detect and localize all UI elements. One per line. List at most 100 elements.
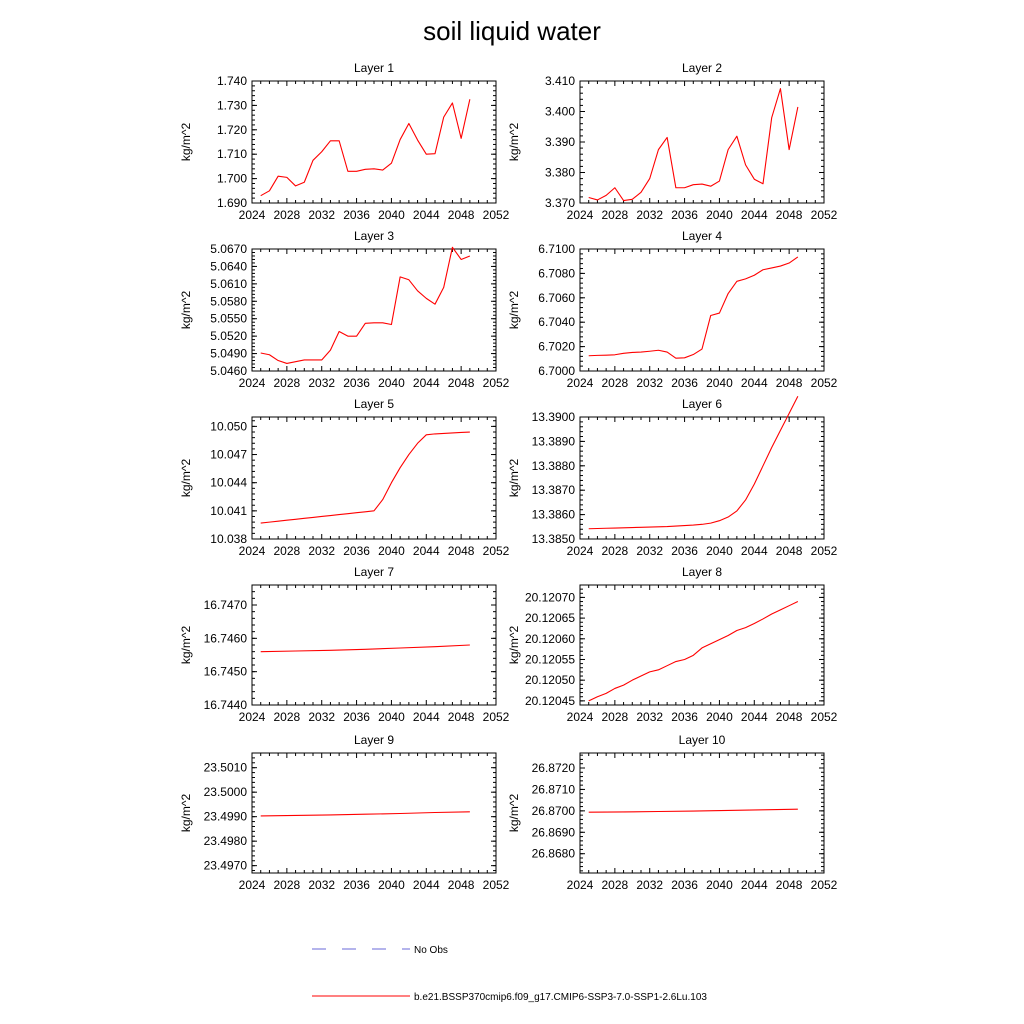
y-tick-label: 1.710 <box>217 147 247 161</box>
panel-title: Layer 9 <box>354 733 394 747</box>
y-tick-label: 10.038 <box>210 532 247 546</box>
chart-panel-layer-3: Layer 3 2024 2028 2032 2036 2040 2044 2048 2052 5… <box>179 229 510 390</box>
x-tick-label: 2024 <box>567 376 594 390</box>
y-axis-label: kg/m^2 <box>179 123 193 162</box>
y-tick-label: 5.0580 <box>210 294 247 308</box>
series-line <box>260 246 471 365</box>
x-tick-label: 2040 <box>378 710 405 724</box>
y-axis-label: kg/m^2 <box>179 459 193 498</box>
x-tick-label: 2032 <box>636 878 663 892</box>
plot-frame <box>579 752 825 874</box>
y-tick-label: 20.12065 <box>525 611 575 625</box>
panels-grid: Layer 1 2024 2028 2032 2036 2040 2044 2048 2052 1… <box>179 61 838 892</box>
x-tick-label: 2044 <box>741 376 768 390</box>
x-tick-label: 2044 <box>413 208 440 222</box>
y-tick-label: 3.410 <box>545 74 575 88</box>
x-tick-label: 2036 <box>671 376 698 390</box>
x-tick-label: 2044 <box>741 544 768 558</box>
series-line <box>588 601 799 702</box>
panel-title: Layer 5 <box>354 397 394 411</box>
chart-panel-layer-2: Layer 2 2024 2028 2032 2036 2040 2044 2048 2052 3… <box>507 61 838 222</box>
chart-panel-layer-8: Layer 8 2024 2028 2032 2036 2040 2044 2048 2052 2… <box>507 565 838 724</box>
panel-title: Layer 2 <box>682 61 722 75</box>
chart-panel-layer-6: Layer 6 2024 2028 2032 2036 2040 2044 2048 2052 1… <box>507 396 838 558</box>
x-tick-label: 2040 <box>378 878 405 892</box>
panel-title: Layer 1 <box>354 61 394 75</box>
x-tick-label: 2028 <box>274 376 301 390</box>
y-tick-label: 16.7440 <box>204 698 248 712</box>
x-tick-label: 2024 <box>567 208 594 222</box>
y-axis-label: kg/m^2 <box>507 794 521 833</box>
y-axis-label: kg/m^2 <box>507 123 521 162</box>
series-line <box>588 808 798 813</box>
y-tick-label: 6.7020 <box>538 340 575 354</box>
chart-panel-layer-7: Layer 7 2024 2028 2032 2036 2040 2044 2048 2052 1… <box>179 565 510 724</box>
plot-frame <box>251 752 497 874</box>
x-tick-label: 2052 <box>811 208 838 222</box>
x-tick-label: 2040 <box>378 544 405 558</box>
y-tick-label: 26.8680 <box>532 847 576 861</box>
panel-title: Layer 10 <box>679 733 726 747</box>
y-tick-label: 6.7080 <box>538 266 575 280</box>
series-line <box>260 99 471 197</box>
legend-obs-label: No Obs <box>414 945 448 956</box>
plot-frame <box>579 248 825 372</box>
x-tick-label: 2048 <box>776 710 803 724</box>
x-tick-label: 2048 <box>448 710 475 724</box>
x-tick-label: 2032 <box>308 710 335 724</box>
x-tick-label: 2028 <box>602 878 629 892</box>
x-tick-label: 2040 <box>706 376 733 390</box>
y-tick-label: 23.5010 <box>204 761 248 775</box>
chart-panel-layer-4: Layer 4 2024 2028 2032 2036 2040 2044 2048 2052 6… <box>507 229 838 390</box>
plot-frame <box>579 416 825 540</box>
x-tick-label: 2036 <box>343 544 370 558</box>
panel-title: Layer 7 <box>354 565 394 579</box>
chart-panel-layer-5: Layer 5 2024 2028 2032 2036 2040 2044 2048 2052 1… <box>179 397 510 558</box>
x-tick-label: 2052 <box>811 878 838 892</box>
y-tick-label: 5.0460 <box>210 364 247 378</box>
chart-panel-layer-1: Layer 1 2024 2028 2032 2036 2040 2044 2048 2052 1… <box>179 61 510 222</box>
x-tick-label: 2036 <box>343 208 370 222</box>
x-tick-label: 2028 <box>602 376 629 390</box>
x-tick-label: 2032 <box>308 878 335 892</box>
y-tick-label: 6.7040 <box>538 315 575 329</box>
y-tick-label: 5.0610 <box>210 277 247 291</box>
y-tick-label: 26.8710 <box>532 782 576 796</box>
plot-frame <box>579 80 825 204</box>
y-tick-label: 10.041 <box>210 504 247 518</box>
y-tick-label: 1.700 <box>217 172 247 186</box>
series-line <box>588 396 799 530</box>
x-tick-label: 2044 <box>741 208 768 222</box>
panel-title: Layer 6 <box>682 397 722 411</box>
x-tick-label: 2028 <box>602 208 629 222</box>
series-line <box>588 88 799 202</box>
x-tick-label: 2040 <box>706 878 733 892</box>
x-tick-label: 2032 <box>308 544 335 558</box>
y-tick-label: 26.8690 <box>532 825 576 839</box>
x-tick-label: 2040 <box>706 208 733 222</box>
y-tick-label: 1.690 <box>217 196 247 210</box>
series-line <box>260 431 470 524</box>
x-tick-label: 2048 <box>448 544 475 558</box>
x-tick-label: 2044 <box>413 544 440 558</box>
y-tick-label: 3.400 <box>545 105 575 119</box>
y-tick-label: 20.12055 <box>525 652 575 666</box>
x-tick-label: 2052 <box>483 376 510 390</box>
panel-title: Layer 3 <box>354 229 394 243</box>
y-tick-label: 13.3880 <box>532 459 576 473</box>
plot-frame <box>251 248 497 372</box>
x-tick-label: 2040 <box>706 544 733 558</box>
x-tick-label: 2028 <box>602 710 629 724</box>
y-tick-label: 1.720 <box>217 123 247 137</box>
y-tick-label: 13.3900 <box>532 410 576 424</box>
plot-frame <box>579 584 825 706</box>
x-tick-label: 2024 <box>239 376 266 390</box>
chart-panel-layer-10: Layer 10 2024 2028 2032 2036 2040 2044 2048 2052… <box>507 733 838 892</box>
y-tick-label: 5.0670 <box>210 242 247 256</box>
y-tick-label: 6.7060 <box>538 291 575 305</box>
panel-title: Layer 4 <box>682 229 722 243</box>
x-tick-label: 2036 <box>671 710 698 724</box>
y-tick-label: 5.0550 <box>210 312 247 326</box>
x-tick-label: 2052 <box>811 376 838 390</box>
x-tick-label: 2028 <box>274 710 301 724</box>
